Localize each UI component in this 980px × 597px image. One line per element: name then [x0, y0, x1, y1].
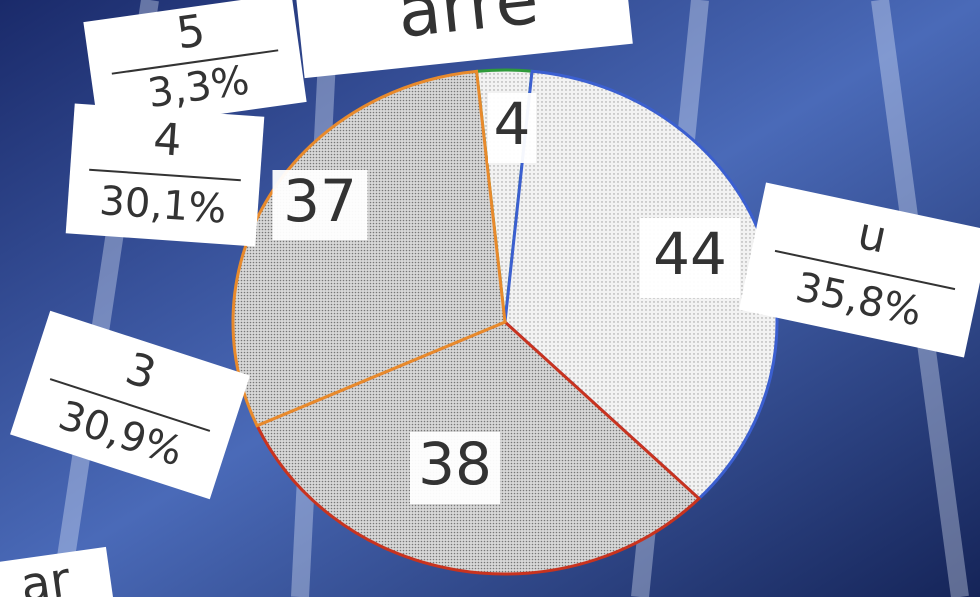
- fraction-line: [89, 168, 241, 182]
- category-label: 4: [152, 114, 183, 167]
- footer-box: ar: [0, 546, 115, 597]
- value-box: [410, 432, 500, 504]
- value-label: 38: [418, 430, 492, 498]
- legend-box: 53,3%: [83, 0, 307, 132]
- fraction-line: [774, 249, 956, 291]
- pie-slice: [231, 69, 507, 428]
- value-label: 44: [653, 220, 727, 288]
- title-box: arre: [294, 0, 633, 79]
- fraction-line: [49, 378, 211, 432]
- value-box: [640, 218, 740, 298]
- value-label: 37: [283, 167, 357, 235]
- share-label: 30,1%: [98, 178, 228, 233]
- legend-box: 4 30,1%: [65, 103, 265, 247]
- value-box: [272, 170, 368, 240]
- value-box: [488, 93, 536, 163]
- footer: ar: [17, 551, 74, 597]
- value-label: 4: [494, 90, 531, 158]
- fraction-line: [111, 49, 279, 75]
- legend-box: u35,8%: [738, 182, 980, 358]
